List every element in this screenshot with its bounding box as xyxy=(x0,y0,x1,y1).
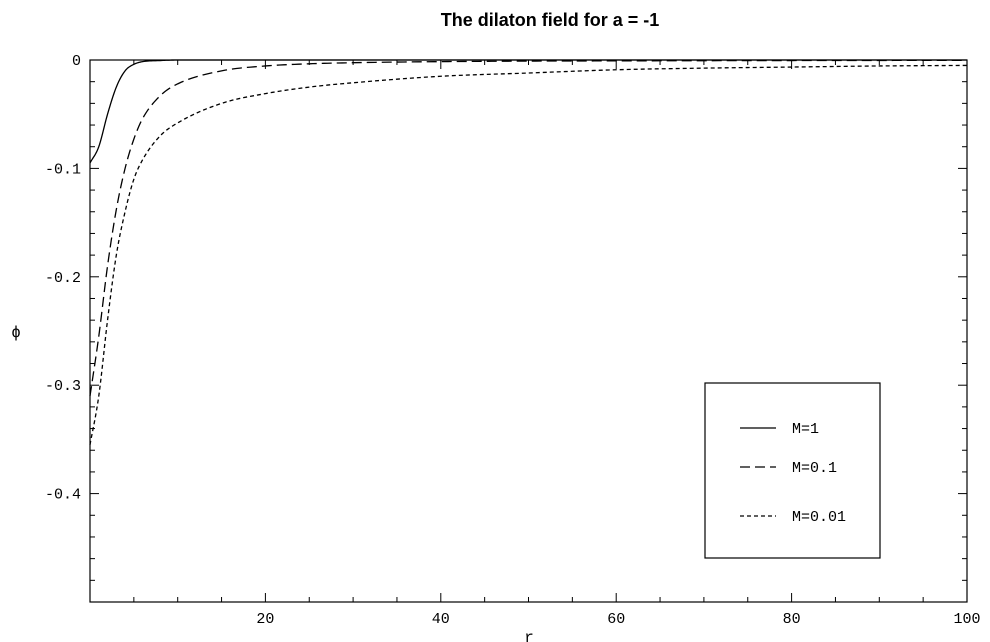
series-line-m-0-01 xyxy=(89,64,968,445)
chart-title: The dilaton field for a = -1 xyxy=(441,10,660,30)
series-line-m-1 xyxy=(89,59,967,164)
legend-label-m-0-1: M=0.1 xyxy=(792,460,837,477)
x-axis-label: r xyxy=(524,629,534,642)
x-tick-label: 60 xyxy=(607,611,625,628)
y-tick-label: 0 xyxy=(72,53,81,70)
x-tick-label: 100 xyxy=(953,611,980,628)
legend-label-m-0-01: M=0.01 xyxy=(792,509,846,526)
x-tick-label: 40 xyxy=(432,611,450,628)
x-tick-label: 20 xyxy=(256,611,274,628)
series-line-m-0-1 xyxy=(89,59,968,397)
ticks-layer: 20 40 60 80 100 0 -0.1 -0.2 -0.3 -0.4 xyxy=(45,53,981,628)
legend-items: M=1 M=0.1 M=0.01 xyxy=(740,421,846,526)
y-tick-label: -0.2 xyxy=(45,270,81,287)
y-tick-label: -0.4 xyxy=(45,487,81,504)
x-tick-label: 80 xyxy=(783,611,801,628)
legend-label-m-1: M=1 xyxy=(792,421,819,438)
legend-box xyxy=(704,382,881,559)
legend: M=1 M=0.1 M=0.01 xyxy=(704,382,881,559)
y-axis-label: ϕ xyxy=(11,324,21,342)
y-tick-label: -0.3 xyxy=(45,378,81,395)
y-tick-label: -0.1 xyxy=(45,161,81,178)
series-layer xyxy=(89,59,968,445)
